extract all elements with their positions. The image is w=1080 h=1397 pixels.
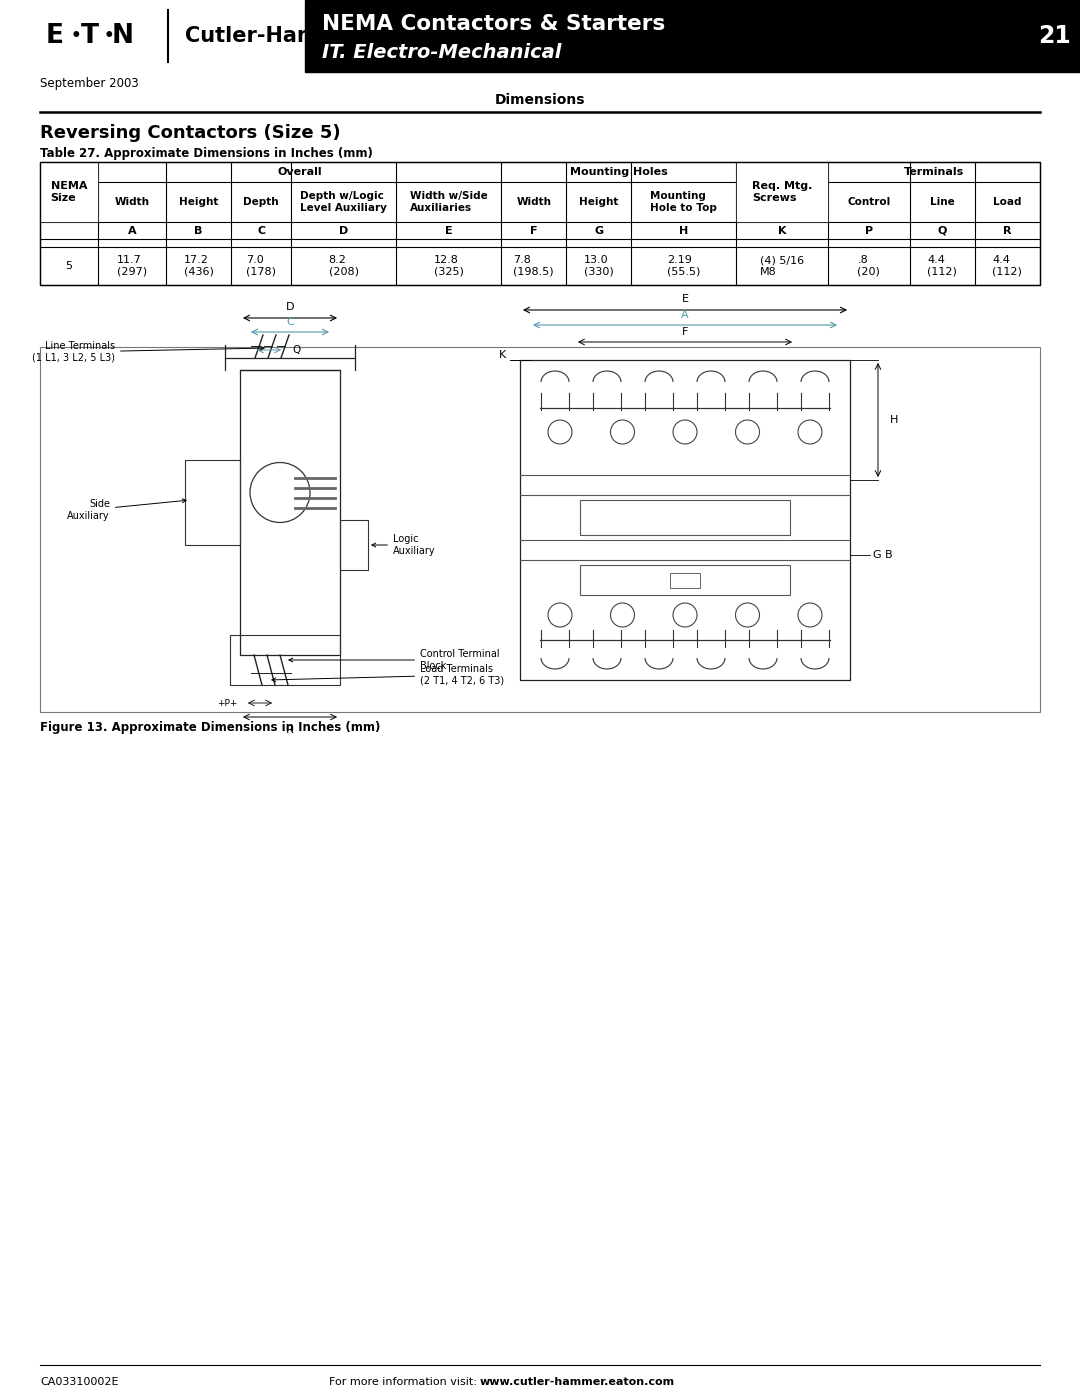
Text: 12.8
(325): 12.8 (325) — [434, 256, 463, 277]
Text: D: D — [286, 302, 294, 312]
Text: R: R — [1003, 225, 1012, 236]
Bar — [185, 460, 240, 545]
Bar — [340, 520, 368, 570]
Text: Height: Height — [579, 197, 619, 207]
Text: Logic
Auxiliary: Logic Auxiliary — [372, 534, 435, 556]
Text: 7.0
(178): 7.0 (178) — [246, 256, 276, 277]
Text: Line Terminals
(1 L1, 3 L2, 5 L3): Line Terminals (1 L1, 3 L2, 5 L3) — [32, 341, 265, 363]
Text: 4.4
(112): 4.4 (112) — [993, 256, 1023, 277]
Text: 13.0
(330): 13.0 (330) — [584, 256, 613, 277]
Text: D: D — [339, 225, 348, 236]
Text: Dimensions: Dimensions — [495, 94, 585, 108]
Text: Overall: Overall — [278, 168, 322, 177]
Text: E: E — [46, 22, 64, 49]
Text: Depth w/Logic
Level Auxiliary: Depth w/Logic Level Auxiliary — [300, 191, 387, 212]
Text: Mounting Holes: Mounting Holes — [570, 168, 667, 177]
Text: Width w/Side
Auxiliaries: Width w/Side Auxiliaries — [409, 191, 487, 212]
Text: T: T — [81, 22, 99, 49]
Text: •: • — [70, 27, 81, 45]
Text: Control Terminal
Block: Control Terminal Block — [288, 650, 500, 671]
Text: K: K — [778, 225, 786, 236]
Text: 4.4
(112): 4.4 (112) — [928, 256, 957, 277]
Text: 11.7
(297): 11.7 (297) — [117, 256, 147, 277]
Text: Req. Mtg.
Screws: Req. Mtg. Screws — [752, 182, 812, 203]
Bar — [519, 360, 850, 680]
Text: www.cutler-hammer.eaton.com: www.cutler-hammer.eaton.com — [480, 1377, 675, 1387]
Text: G: G — [594, 225, 604, 236]
Text: Q: Q — [937, 225, 947, 236]
Text: Q: Q — [292, 345, 300, 355]
Text: IT. Electro-Mechanical: IT. Electro-Mechanical — [322, 42, 562, 61]
Text: 2.19
(55.5): 2.19 (55.5) — [667, 256, 701, 277]
Text: NEMA Contactors & Starters: NEMA Contactors & Starters — [322, 14, 665, 34]
Text: 17.2
(436): 17.2 (436) — [184, 256, 214, 277]
Text: F: F — [681, 327, 688, 337]
Text: •: • — [104, 27, 114, 45]
Bar — [41, 163, 97, 221]
Text: G: G — [872, 550, 880, 560]
Text: F: F — [530, 225, 538, 236]
Text: (4) 5/16
M8: (4) 5/16 M8 — [760, 256, 805, 277]
Text: 21: 21 — [1039, 24, 1071, 47]
Bar — [580, 564, 789, 595]
Text: H: H — [890, 415, 899, 425]
Text: NEMA
Size: NEMA Size — [51, 182, 87, 203]
Text: Terminals: Terminals — [904, 168, 964, 177]
Text: Depth: Depth — [243, 197, 279, 207]
Text: H: H — [679, 225, 689, 236]
Text: Table 27. Approximate Dimensions in Inches (mm): Table 27. Approximate Dimensions in Inch… — [40, 147, 373, 159]
Text: E: E — [681, 293, 689, 305]
Text: September 2003: September 2003 — [40, 77, 138, 91]
Text: Cutler-Hammer: Cutler-Hammer — [185, 27, 365, 46]
Text: R: R — [286, 725, 294, 735]
Text: Side
Auxiliary: Side Auxiliary — [67, 499, 186, 521]
Bar — [240, 370, 340, 655]
Bar — [580, 500, 789, 535]
Text: Mounting
Hole to Top: Mounting Hole to Top — [650, 191, 717, 212]
Text: C: C — [257, 225, 266, 236]
Text: Load Terminals
(2 T1, 4 T2, 6 T3): Load Terminals (2 T1, 4 T2, 6 T3) — [272, 664, 504, 686]
Text: B: B — [194, 225, 203, 236]
Text: Figure 13. Approximate Dimensions in Inches (mm): Figure 13. Approximate Dimensions in Inc… — [40, 721, 380, 735]
Text: For more information visit:: For more information visit: — [328, 1377, 480, 1387]
Text: 5: 5 — [66, 261, 72, 271]
Text: 8.2
(208): 8.2 (208) — [328, 256, 359, 277]
Text: Reversing Contactors (Size 5): Reversing Contactors (Size 5) — [40, 124, 340, 142]
Text: Line: Line — [930, 197, 955, 207]
Text: CA03310002E: CA03310002E — [40, 1377, 119, 1387]
Bar — [305, 0, 1080, 73]
Text: Width: Width — [114, 197, 149, 207]
Bar — [670, 573, 700, 588]
Bar — [40, 346, 1040, 712]
Text: P: P — [865, 225, 873, 236]
Text: A: A — [127, 225, 136, 236]
Bar — [738, 163, 827, 221]
Text: N: N — [112, 22, 134, 49]
Text: Width: Width — [516, 197, 551, 207]
Text: C: C — [286, 317, 294, 327]
Text: Height: Height — [179, 197, 218, 207]
Bar — [40, 162, 1040, 285]
Text: A: A — [681, 310, 689, 320]
Text: Load: Load — [994, 197, 1022, 207]
Text: 7.8
(198.5): 7.8 (198.5) — [513, 256, 554, 277]
Bar — [230, 636, 340, 685]
Text: B: B — [885, 550, 893, 560]
Text: K: K — [498, 351, 505, 360]
Text: +P+: +P+ — [217, 698, 237, 707]
Text: Control: Control — [847, 197, 890, 207]
Text: E: E — [445, 225, 453, 236]
Text: .8
(20): .8 (20) — [858, 256, 880, 277]
